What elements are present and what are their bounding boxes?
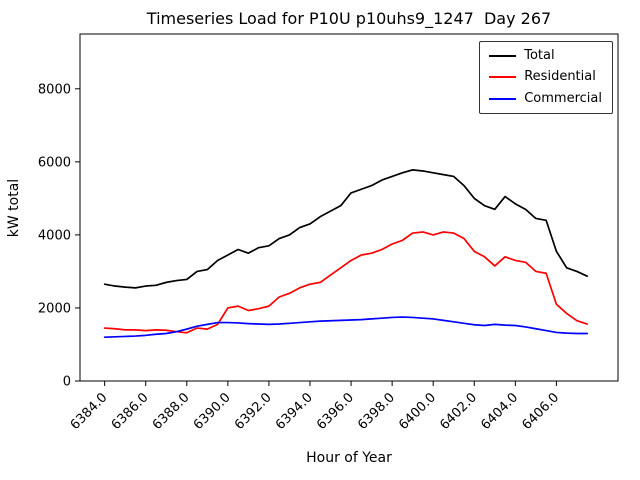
legend-item-commercial: Commercial [489, 90, 602, 106]
x-tick-label: 6406.0 [519, 390, 562, 433]
x-tick-label: 6396.0 [314, 390, 357, 433]
residential-line [103, 231, 589, 334]
x-axis-label: Hour of Year [306, 450, 392, 466]
legend-label-residential: Residential [524, 69, 596, 85]
x-tick-label: 6400.0 [396, 390, 439, 433]
commercial-line-swatch [489, 97, 517, 100]
legend-item-total: Total [489, 48, 602, 63]
x-tick-label: 6394.0 [273, 390, 316, 433]
y-tick-label: 0 [63, 375, 71, 390]
x-tick-label: 6402.0 [437, 390, 480, 433]
y-tick-label: 2000 [38, 301, 71, 316]
legend: Total Residential Commercial [479, 41, 613, 114]
y-tick-label: 6000 [38, 155, 71, 170]
y-axis-label: kW total [6, 178, 22, 238]
legend-item-residential: Residential [489, 69, 602, 85]
x-tick-label: 6384.0 [68, 390, 111, 433]
total-line [103, 169, 589, 289]
x-tick-label: 6392.0 [232, 390, 275, 433]
chart-title: Timeseries Load for P10U p10uhs9_1247 Da… [146, 9, 552, 28]
legend-label-commercial: Commercial [524, 90, 602, 106]
x-tick-label: 6398.0 [355, 390, 398, 433]
legend-label-total: Total [524, 48, 555, 63]
x-tick-label: 6390.0 [191, 390, 234, 433]
commercial-line [103, 316, 589, 339]
total-line-swatch [489, 55, 517, 58]
x-tick-label: 6386.0 [109, 390, 152, 433]
series-lines [103, 169, 589, 339]
y-tick-label: 8000 [38, 82, 71, 97]
x-tick-label: 6404.0 [478, 390, 521, 433]
residential-line-swatch [489, 76, 517, 79]
y-tick-label: 4000 [38, 228, 71, 243]
x-tick-label: 6388.0 [150, 390, 193, 433]
